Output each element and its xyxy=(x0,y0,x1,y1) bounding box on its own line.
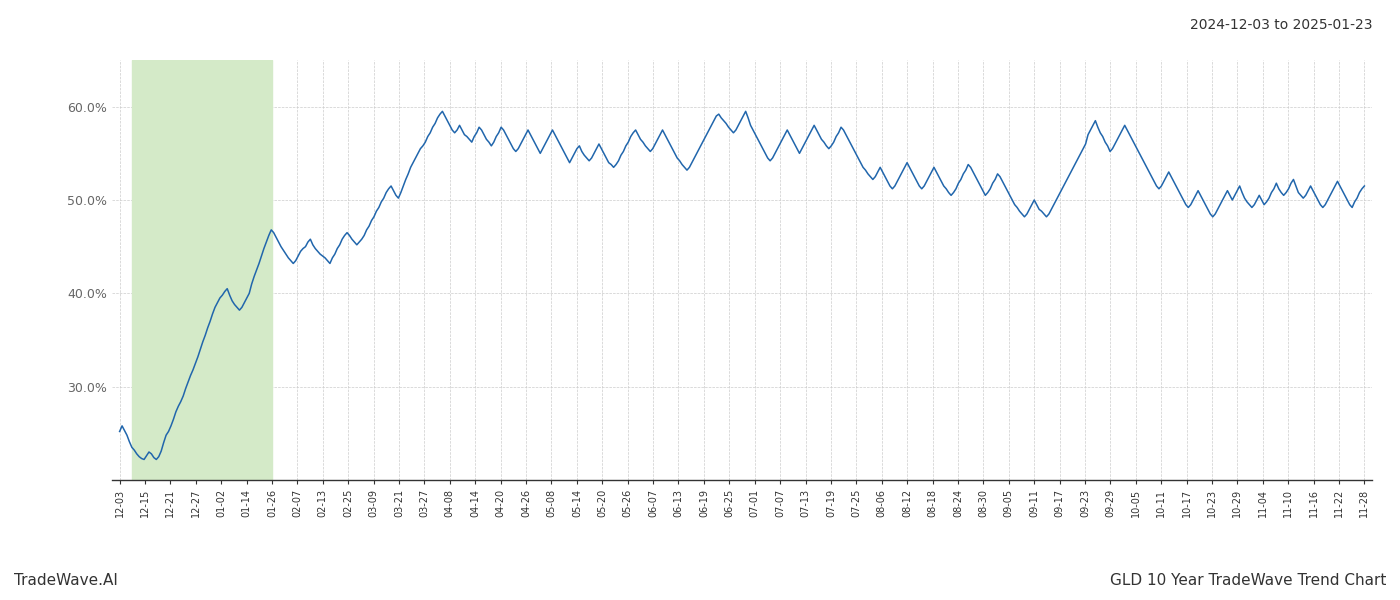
Text: GLD 10 Year TradeWave Trend Chart: GLD 10 Year TradeWave Trend Chart xyxy=(1110,573,1386,588)
Text: 2024-12-03 to 2025-01-23: 2024-12-03 to 2025-01-23 xyxy=(1190,18,1372,32)
Bar xyxy=(133,60,272,480)
Text: TradeWave.AI: TradeWave.AI xyxy=(14,573,118,588)
